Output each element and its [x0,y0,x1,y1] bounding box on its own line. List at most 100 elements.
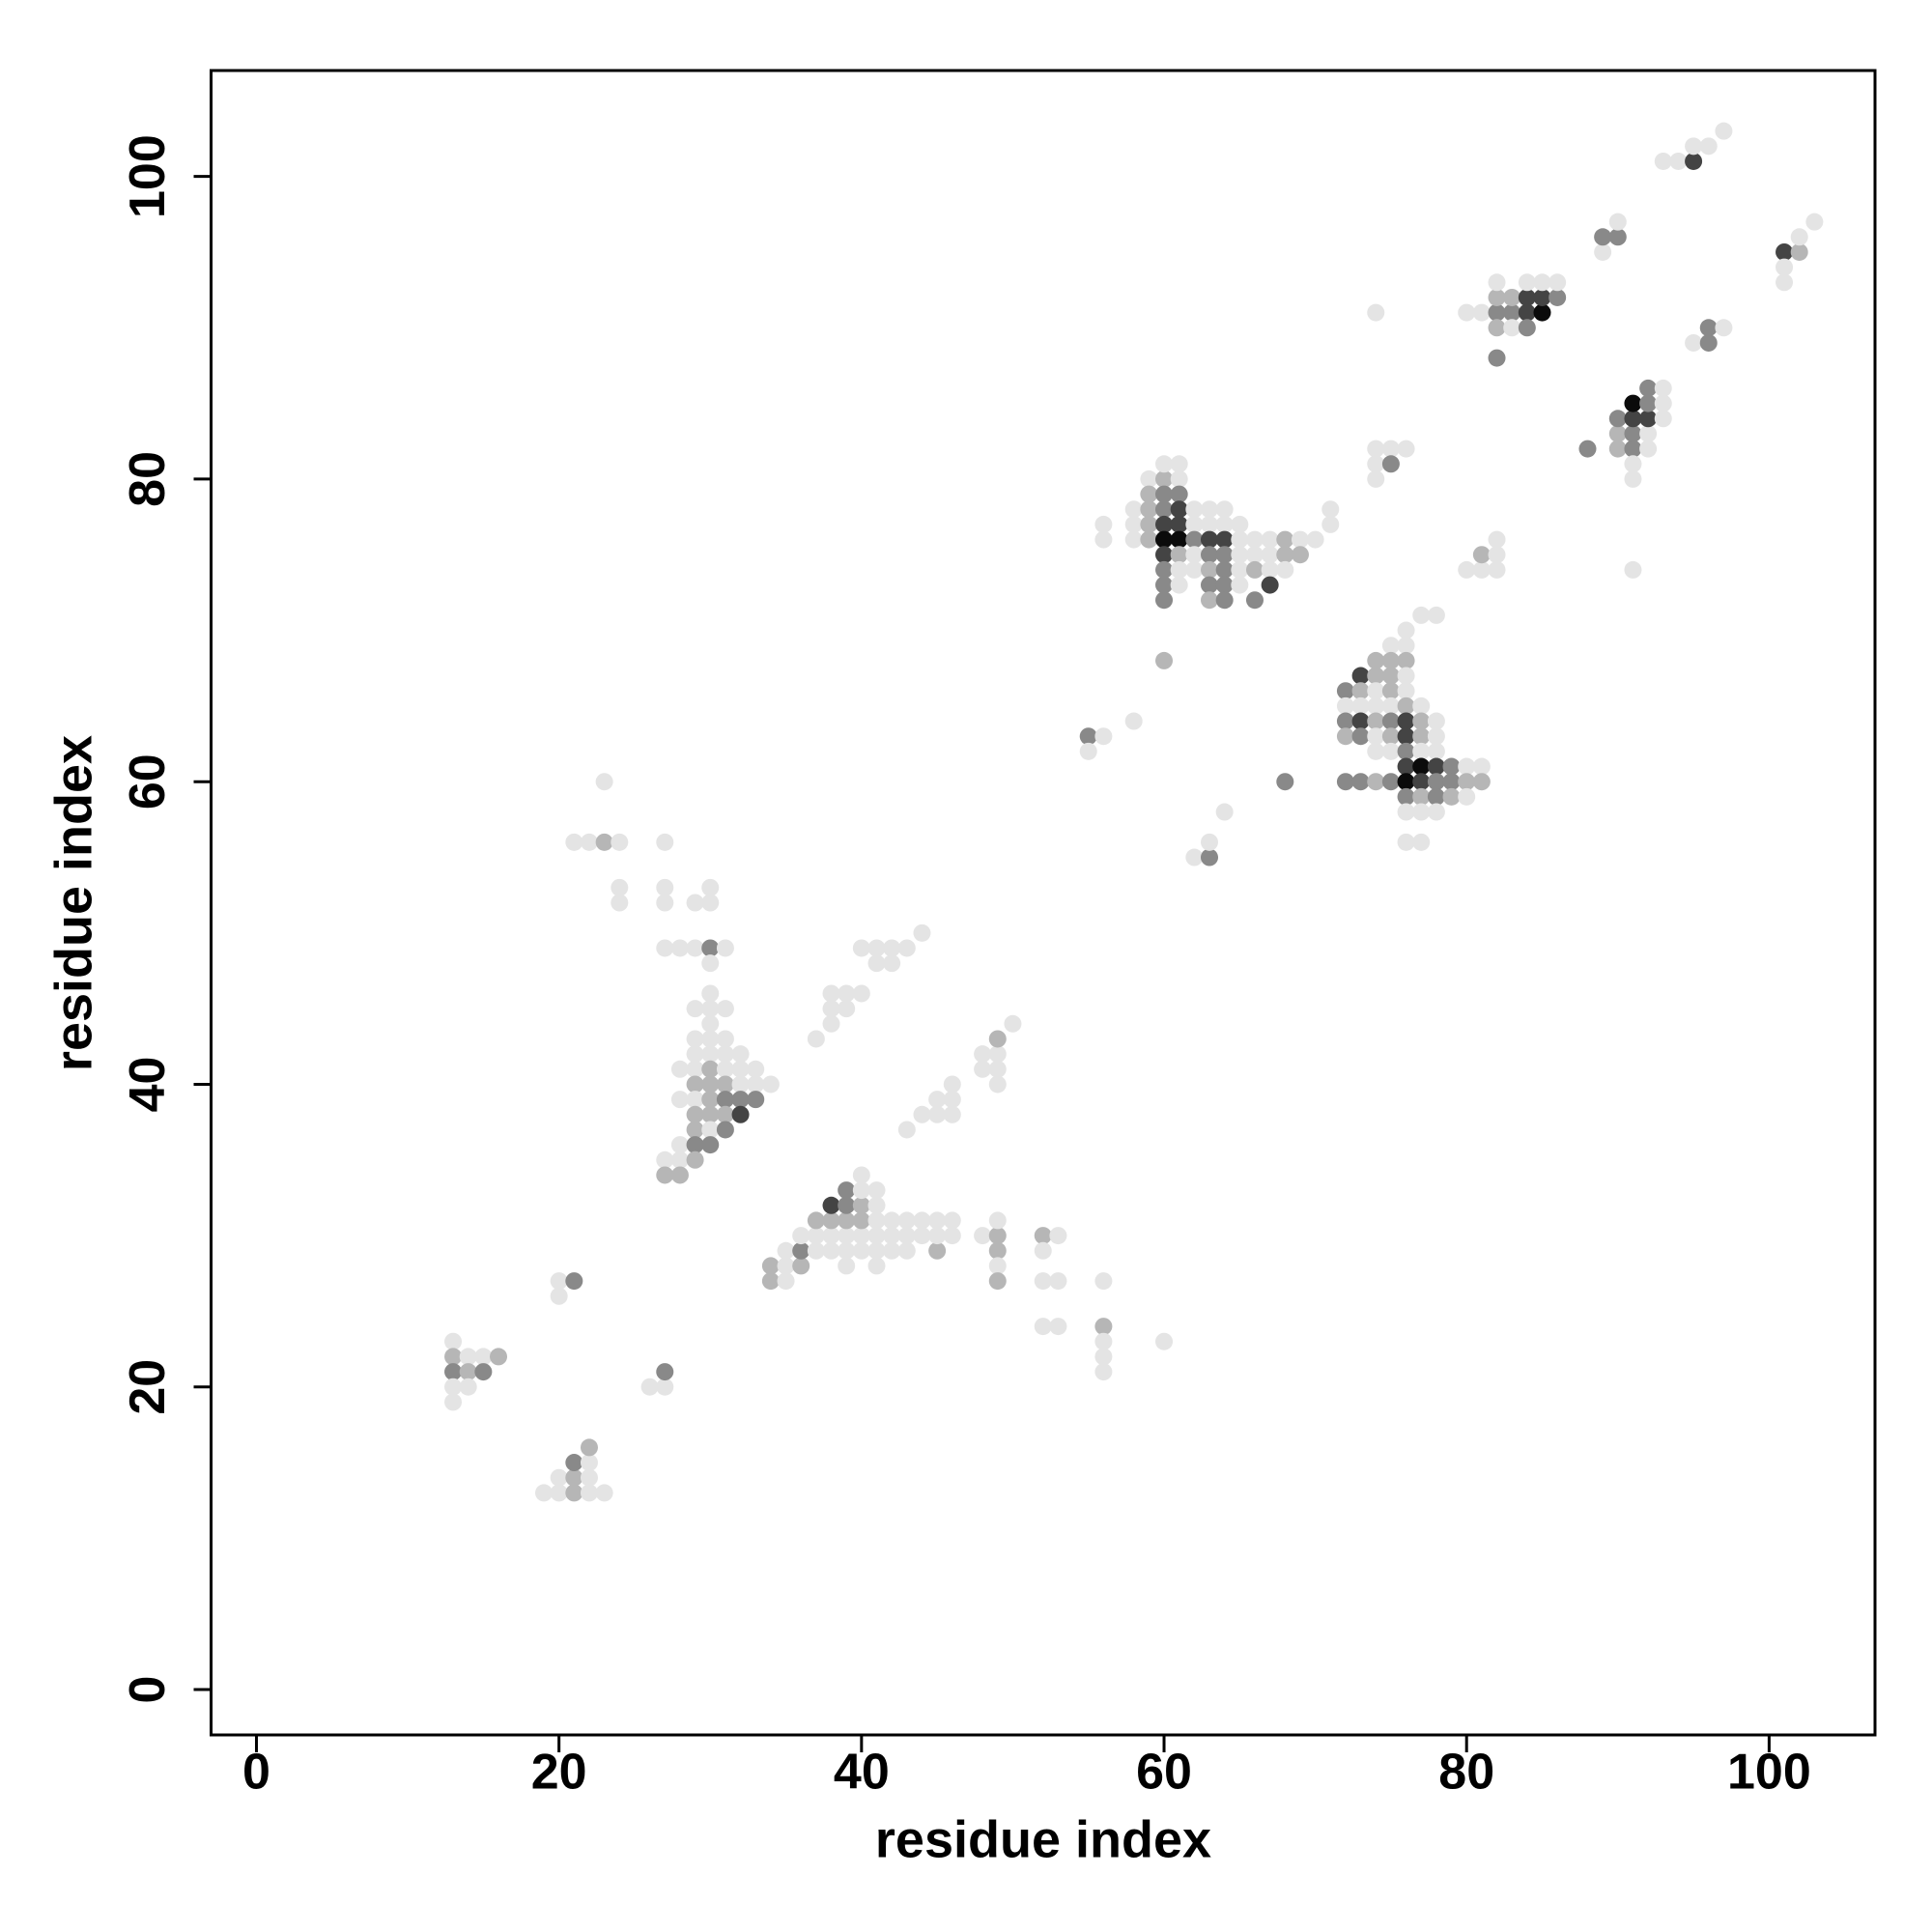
contact-point [1094,1318,1113,1336]
contact-point [686,1045,704,1064]
contact-point [716,1075,734,1094]
contact-point [883,939,901,957]
contact-point [1397,440,1415,458]
contact-point [1034,1272,1052,1291]
contact-point [1049,1272,1067,1291]
contact-point [1442,787,1461,806]
contact-point [459,1348,477,1366]
contact-point [1155,469,1174,488]
contact-point [1488,319,1506,337]
contact-point [1472,773,1491,791]
contact-point [1185,515,1204,533]
contact-point [1639,379,1658,397]
contact-point [943,1211,961,1230]
contact-point [1336,696,1354,715]
contact-point [1472,303,1491,322]
contact-point [1639,424,1658,442]
contact-point [897,1211,916,1230]
contact-point [1442,773,1461,791]
x-tick-label: 60 [1136,1745,1192,1801]
contact-point [1034,1227,1052,1245]
contact-point [1276,773,1294,791]
contact-point [1548,288,1567,306]
contact-point [716,1045,734,1064]
y-tick-label: 20 [120,1359,176,1415]
contact-point [974,1045,992,1064]
contact-point [1155,455,1174,473]
contact-point [1170,455,1188,473]
contact-point [852,1166,870,1184]
contact-point [943,1075,961,1094]
contact-point [1427,727,1445,746]
contact-point [883,1211,901,1230]
contact-point [988,1075,1007,1094]
contact-point [1381,455,1400,473]
contact-point [1140,469,1158,488]
contact-point [1170,500,1188,519]
contact-point [1185,530,1204,549]
contact-point [1381,651,1400,669]
contact-point [1381,682,1400,700]
contact-point [928,1091,947,1109]
contact-point [656,1166,674,1184]
contact-point [565,1454,583,1472]
contact-point [611,833,629,851]
contact-point [1427,803,1445,821]
contact-point [550,1484,568,1502]
contact-point [1458,303,1476,322]
contact-point [838,1227,856,1245]
contact-point [1155,560,1174,579]
contact-point [1336,682,1354,700]
contact-point [1034,1241,1052,1260]
contact-point [838,1241,856,1260]
contact-point [1699,319,1718,337]
contact-point [611,878,629,896]
contact-point [1776,242,1794,261]
contact-point [565,1272,583,1291]
contact-point [1367,773,1385,791]
contact-point [1381,440,1400,458]
contact-point [656,878,674,896]
contact-point [1201,591,1218,610]
contact-point [1427,606,1445,624]
y-tick-label: 0 [120,1676,176,1704]
contact-point [943,1105,961,1123]
contact-point [822,984,840,1003]
contact-point [1397,651,1415,669]
contact-point [988,1030,1007,1048]
contact-point [883,1241,901,1260]
contact-point [1367,469,1385,488]
contact-point [1049,1227,1067,1245]
contact-point [1412,803,1431,821]
contact-point [1381,696,1400,715]
x-axis-title: residue index [875,1810,1211,1868]
contact-point [1488,349,1506,367]
contact-point [1427,787,1445,806]
contact-point [670,1166,689,1184]
contact-point [838,984,856,1003]
contact-point [656,1151,674,1169]
contact-point [1381,712,1400,730]
contact-point [1578,440,1597,458]
contact-point [1518,273,1536,292]
contact-point [731,1091,750,1109]
y-tick-label: 60 [120,753,176,810]
contact-point [777,1272,795,1291]
contact-point [838,1000,856,1018]
contact-point [822,1014,840,1033]
contact-point [701,1136,720,1154]
contact-point [1004,1014,1022,1033]
contact-point [807,1211,825,1230]
contact-point [867,954,886,973]
contact-point [1608,213,1627,231]
contact-point [1276,546,1294,564]
contact-point [1427,742,1445,760]
contact-point [852,1196,870,1214]
contact-point [1185,546,1204,564]
contact-point [580,1468,598,1487]
contact-point [1155,546,1174,564]
contact-point [716,1060,734,1078]
contact-point [580,1438,598,1457]
contact-point [580,1454,598,1472]
contact-point [1488,560,1506,579]
